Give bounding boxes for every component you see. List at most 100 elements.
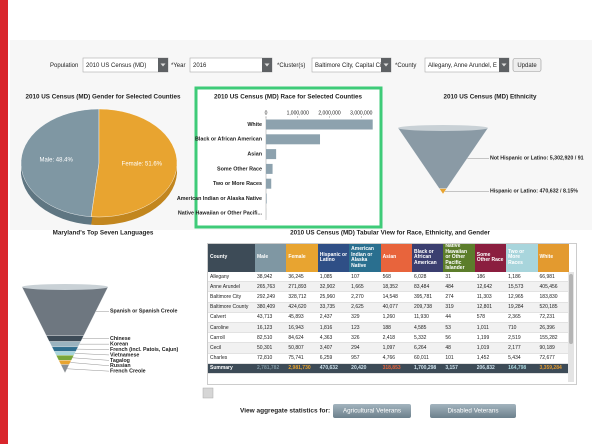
table-cell: 38,942 [255, 272, 287, 283]
table-menu-button[interactable] [202, 387, 214, 399]
filter-label: *County [395, 63, 416, 69]
summary-cell: 470,632 [317, 363, 350, 374]
funnel-label: Tagalog [110, 358, 130, 364]
table-cell: 33,735 [317, 302, 350, 313]
funnel-layer [439, 188, 447, 195]
table-cell: 19,284 [506, 302, 538, 313]
chart-title: Maryland's Top Seven Languages [53, 230, 154, 237]
table-cell: Allegany [208, 272, 255, 283]
table-cell: 107 [349, 272, 381, 283]
table-cell: 50,807 [286, 342, 318, 354]
update-button[interactable] [512, 58, 542, 72]
table-row: Cecil 50,301 50,807 3,407 294 1,097 6,264 48 1,0… [208, 342, 569, 354]
category-label: White [247, 122, 262, 128]
leader-line [70, 362, 110, 366]
filter-label: *Year [171, 63, 185, 69]
data-table: County Male Female Hispanic or Latino Americ… [207, 243, 577, 385]
table-cell: 72,810 [255, 353, 287, 364]
table-cell: 1,665 [349, 281, 381, 293]
funnel-layer [49, 341, 81, 347]
table-cell: 44 [443, 312, 475, 323]
summary-cell: 206,832 [474, 363, 507, 374]
chart-title: 2010 US Census (MD) Ethnicity [443, 94, 537, 101]
table-cell: 12,965 [506, 291, 538, 303]
table-row: Calvert 43,713 45,893 2,437 329 1,260 11,930 44… [208, 312, 569, 323]
summary-cell: Summary [208, 363, 255, 374]
select-value: Baltimore City, Capital Ci [315, 63, 381, 69]
x-tick-label: 1,000,000 [287, 110, 309, 116]
column-header: Native Hawaiian or Other Pacific Islande… [443, 244, 475, 272]
table-cell: 25,960 [317, 291, 350, 303]
table-cell: 83,484 [411, 281, 444, 293]
table-cell: Baltimore County [208, 302, 255, 313]
column-header: American Indian or Alaska Native [349, 244, 381, 272]
table-cell: 11,303 [474, 291, 507, 303]
table-cell: 265,763 [255, 281, 287, 293]
table-cell: 5,434 [506, 353, 538, 364]
select-value: 2010 US Census (MD) [86, 63, 146, 69]
category-label: Some Other Race [217, 166, 262, 172]
table-cell: 16,943 [286, 322, 318, 334]
leader-line [74, 353, 110, 356]
table-cell: 101 [443, 353, 475, 364]
select-arrow [383, 63, 389, 67]
column-header: White [537, 244, 569, 272]
table-cell: Charles [208, 353, 255, 364]
category-label: Native Hawaiian or Other Pacifi... [178, 211, 263, 217]
table-cell: 2,625 [349, 302, 381, 313]
selected-panel[interactable] [194, 86, 383, 229]
header-row: County Male Female Hispanic or Latino Americ… [208, 244, 569, 272]
funnel-label: Not Hispanic or Latino: 5,302,920 / 91 [490, 156, 584, 162]
category-label: Asian [247, 152, 262, 158]
table-cell: 6,028 [411, 272, 444, 283]
footer-button-label: Agricultural Veterans [343, 408, 401, 415]
category-label: Black or African American [195, 137, 262, 143]
funnel-label: Hispanic or Latino: 470,632 / 8.15% [490, 189, 578, 195]
table-cell: 36,245 [286, 272, 318, 283]
scroll-thumb[interactable] [569, 274, 573, 344]
category-label: American Indian or Alaska Native [177, 196, 262, 202]
summary-cell: 3,359,284 [537, 363, 569, 374]
table-cell: 274 [443, 291, 475, 303]
table-row: Anne Arundel 265,763 271,893 32,902 1,665 18,… [208, 281, 569, 293]
table-cell: 395,781 [411, 291, 444, 303]
pie-label: Male: 48.4% [39, 157, 73, 163]
table-cell: 26,396 [537, 322, 569, 334]
table-cell: 4,363 [317, 332, 350, 344]
chart-title: 2010 US Census (MD) Gender for Selected … [25, 94, 181, 101]
funnel-label: French Creole [110, 369, 146, 375]
table-cell: 60,011 [411, 353, 444, 364]
table-cell: 123 [349, 322, 381, 334]
table-cell: Baltimore City [208, 291, 255, 303]
table-cell: 957 [349, 353, 381, 364]
table-cell: 209,738 [411, 302, 444, 313]
footer-button[interactable] [333, 404, 411, 418]
table-cell: Caroline [208, 322, 255, 334]
table-cell: 424,620 [286, 302, 318, 313]
column-header: Two or More Races [506, 244, 538, 272]
summary-cell: 164,798 [506, 363, 538, 374]
funnel-label: Korean [110, 342, 128, 348]
footer-button-label: Disabled Veterans [447, 408, 498, 415]
bar [266, 134, 321, 145]
table-cell: 15,573 [506, 281, 538, 293]
table-cell: 1,816 [317, 322, 350, 334]
table-cell: 183,830 [537, 291, 569, 303]
bar [266, 119, 373, 130]
table-cell: 56 [443, 332, 475, 344]
table-cell: 484 [443, 281, 475, 293]
funnel-label: Vietnamese [110, 352, 139, 358]
table-cell: Cecil [208, 342, 255, 354]
column-header: Hispanic or Latino [317, 244, 350, 272]
summary-cell: 1,700,298 [411, 363, 444, 374]
table-cell: 568 [380, 272, 412, 283]
column-header: Black or African American [411, 244, 444, 272]
table-cell: 294 [349, 342, 381, 354]
table-row: Baltimore County 380,409 424,620 33,735 2,62… [208, 302, 569, 313]
scrollbar[interactable] [568, 272, 574, 382]
pie-slice [90, 108, 178, 218]
table-cell: 1,085 [317, 272, 350, 283]
summary-cell: 2,981,730 [286, 363, 318, 374]
footer-button[interactable] [430, 404, 516, 418]
